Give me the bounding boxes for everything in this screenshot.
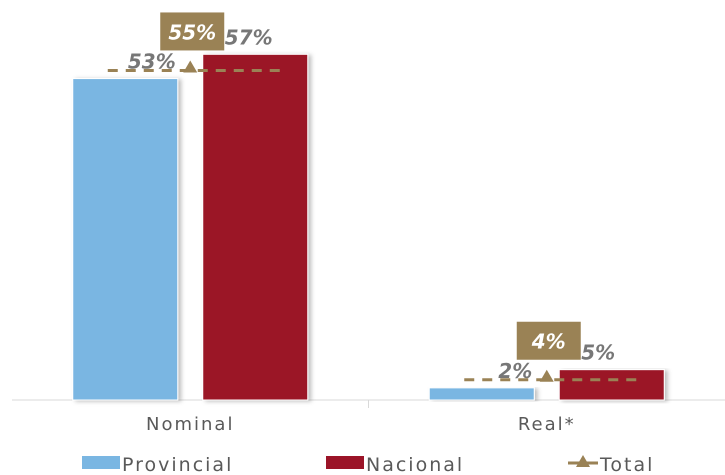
bar-provincial-0 (72, 78, 179, 401)
legend-label: Nacional (366, 454, 464, 475)
x-tick-label-0: Nominal (146, 414, 234, 435)
legend-item-provincial: Provincial (82, 454, 233, 475)
bar-nacional-0 (202, 53, 309, 401)
total-label-box-1 (516, 321, 581, 360)
legend-marker (576, 455, 590, 467)
data-label-nacional-1: 5% (581, 341, 615, 365)
legend-item-nacional: Nacional (326, 454, 464, 475)
legend: Provincial Nacional Total (82, 454, 654, 475)
total-label-box-0 (160, 12, 225, 51)
total-marker-0 (183, 60, 198, 73)
legend-swatch (326, 456, 364, 469)
total-marker-1 (539, 369, 554, 382)
legend-label: Provincial (122, 454, 233, 475)
legend-label: Total (599, 454, 654, 475)
data-label-nacional-0: 57% (225, 25, 273, 49)
legend-item-total: Total (568, 454, 654, 475)
x-tick-label-1: Real* (518, 414, 576, 435)
bar-nacional-1 (558, 369, 665, 401)
bar-provincial-1 (428, 387, 535, 401)
total-label-1: 4% (531, 330, 566, 354)
total-label-0: 55% (168, 20, 216, 44)
legend-swatch (82, 456, 120, 469)
